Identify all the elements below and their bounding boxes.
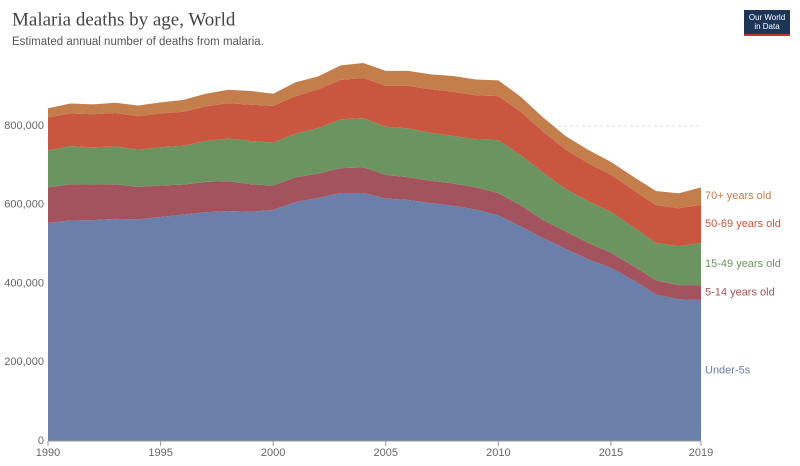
area <box>48 167 701 301</box>
x-tick-label: 2015 <box>599 447 623 459</box>
area <box>48 192 701 441</box>
chart-title: Malaria deaths by age, World <box>12 9 236 30</box>
area <box>48 77 701 247</box>
x-tick-label: 1995 <box>148 447 172 459</box>
legend-label: Under-5s <box>705 364 751 376</box>
logo-text: Our World <box>749 13 785 22</box>
y-tick-label: 600,000 <box>4 199 44 211</box>
x-tick-label: 2010 <box>486 447 510 459</box>
y-tick-label: 800,000 <box>4 120 44 132</box>
x-tick-label: 2019 <box>689 447 713 459</box>
legend-label: 50-69 years old <box>705 218 781 230</box>
logo-text: in Data <box>754 22 780 31</box>
area <box>48 63 701 209</box>
area <box>48 118 701 286</box>
legend-label: 5-14 years old <box>705 286 775 298</box>
logo-box <box>744 10 790 36</box>
y-tick-label: 200,000 <box>4 356 44 368</box>
legend-label: 15-49 years old <box>705 258 781 270</box>
legend-label: 70+ years old <box>705 190 771 202</box>
logo[interactable]: Our World in Data <box>744 10 790 36</box>
y-tick-label: 0 <box>38 435 44 447</box>
chart-subtitle: Estimated annual number of deaths from m… <box>12 36 264 48</box>
y-tick-label: 400,000 <box>4 277 44 289</box>
x-tick-label: 2000 <box>261 447 285 459</box>
logo-bar <box>744 34 790 36</box>
x-tick-label: 1990 <box>36 447 60 459</box>
x-tick-label: 2005 <box>374 447 398 459</box>
